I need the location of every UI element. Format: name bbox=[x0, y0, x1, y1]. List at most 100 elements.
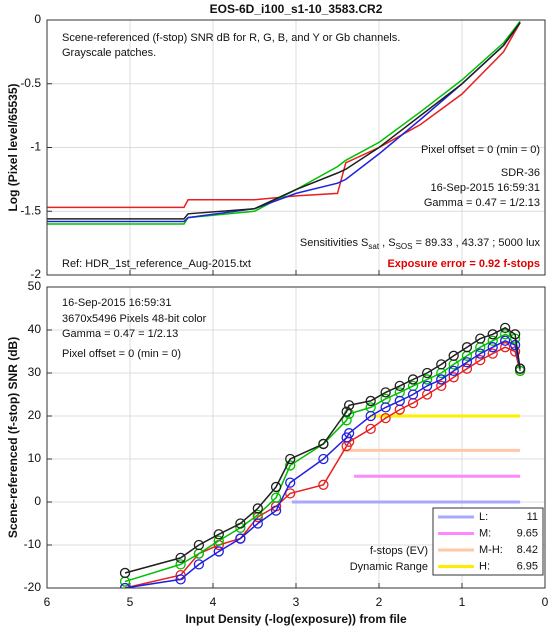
y-tick-label: 50 bbox=[28, 279, 42, 293]
data-point bbox=[448, 372, 459, 383]
legend-value: 11 bbox=[527, 511, 538, 523]
series-line bbox=[124, 346, 521, 588]
data-point bbox=[213, 546, 224, 557]
annotation: Gamma = 0.47 = 1/2.13 bbox=[62, 328, 178, 340]
data-point bbox=[175, 574, 186, 585]
legend-label: H: bbox=[479, 560, 490, 572]
data-point bbox=[509, 329, 521, 340]
data-point bbox=[270, 505, 282, 516]
data-point bbox=[448, 350, 459, 361]
sensitivities: Sensitivities Ssat , SSOS = 89.33 , 43.3… bbox=[300, 237, 541, 251]
data-point bbox=[421, 374, 433, 385]
y-tick-label: -1 bbox=[30, 140, 41, 154]
legend-value: 9.65 bbox=[517, 527, 538, 539]
annotation: Pixel offset = 0 (min = 0) bbox=[62, 348, 181, 360]
data-point bbox=[461, 342, 473, 353]
data-point bbox=[487, 348, 498, 359]
legend-label: L: bbox=[479, 511, 488, 523]
data-point bbox=[213, 529, 224, 540]
series-line bbox=[47, 22, 521, 209]
data-point bbox=[365, 410, 376, 422]
y-tick-label: -0.5 bbox=[20, 76, 41, 90]
data-point bbox=[175, 552, 186, 564]
data-point bbox=[270, 481, 282, 493]
data-point bbox=[380, 402, 391, 413]
y-tick-label: -2 bbox=[30, 267, 41, 281]
data-point bbox=[365, 423, 376, 435]
data-point bbox=[285, 488, 296, 499]
data-point bbox=[407, 374, 419, 385]
data-point bbox=[394, 395, 405, 407]
data-point bbox=[500, 335, 511, 346]
legend-value: 6.95 bbox=[517, 560, 538, 572]
data-point bbox=[252, 503, 263, 514]
sensitivities-part: , S bbox=[379, 237, 396, 249]
data-point bbox=[270, 492, 282, 503]
data-point bbox=[380, 387, 391, 398]
annotation: 16-Sep-2015 16:59:31 bbox=[62, 297, 171, 309]
axes-frame bbox=[46, 19, 546, 276]
x-tick-label: 5 bbox=[127, 595, 134, 609]
data-point bbox=[343, 428, 355, 439]
data-point bbox=[475, 348, 486, 359]
annotation: Gamma = 0.47 = 1/2.13 bbox=[424, 197, 540, 209]
data-point bbox=[448, 365, 459, 377]
annotation: 3670x5496 Pixels 48-bit color bbox=[62, 313, 207, 325]
y-tick-label: 10 bbox=[28, 451, 42, 465]
x-tick-label: 6 bbox=[44, 595, 51, 609]
data-point bbox=[318, 438, 329, 450]
sensitivities-part: = 89.33 , 43.37 ; 5000 lux bbox=[412, 237, 540, 249]
data-point bbox=[407, 389, 419, 400]
data-point bbox=[193, 539, 205, 551]
data-point bbox=[193, 559, 205, 570]
data-point bbox=[421, 380, 433, 392]
y-tick-label: 20 bbox=[28, 408, 42, 422]
data-point bbox=[252, 518, 263, 529]
y-tick-label: -1.5 bbox=[20, 203, 41, 217]
data-point bbox=[175, 559, 186, 570]
x-tick-label: 1 bbox=[459, 595, 466, 609]
y-axis-label: Log (Pixel level/65535) bbox=[6, 83, 20, 211]
data-point bbox=[235, 518, 246, 529]
data-point bbox=[500, 329, 511, 340]
data-point bbox=[380, 412, 391, 424]
data-point bbox=[119, 567, 131, 579]
data-point bbox=[341, 406, 352, 417]
x-tick-label: 2 bbox=[376, 595, 383, 609]
legend-label: M: bbox=[479, 527, 491, 539]
data-point bbox=[500, 322, 511, 334]
data-point bbox=[394, 380, 405, 392]
data-point bbox=[436, 374, 447, 385]
chart-title: EOS-6D_i100_s1-10_3583.CR2 bbox=[210, 2, 383, 16]
data-point bbox=[285, 453, 296, 465]
data-point bbox=[461, 363, 473, 374]
annotation: Ref: HDR_1st_reference_Aug-2015.txt bbox=[62, 258, 251, 270]
y-tick-label: -10 bbox=[24, 537, 42, 551]
annotation: Scene-referenced (f-stop) SNR dB for R, … bbox=[62, 32, 400, 44]
data-point bbox=[500, 342, 511, 353]
data-point bbox=[436, 359, 447, 370]
x-tick-label: 0 bbox=[542, 595, 549, 609]
data-point bbox=[119, 582, 131, 588]
data-point bbox=[509, 339, 521, 351]
legend-label: M-H: bbox=[479, 544, 503, 556]
annotation: 16-Sep-2015 16:59:31 bbox=[431, 182, 540, 194]
y-tick-label: 40 bbox=[28, 322, 42, 336]
annotation: Pixel offset = 0 (min = 0) bbox=[421, 144, 540, 156]
data-point bbox=[421, 367, 433, 379]
y-tick-label: 0 bbox=[34, 12, 41, 26]
sensitivities-part: SOS bbox=[396, 242, 413, 251]
data-point bbox=[285, 460, 296, 471]
y-axis-label: Scene-referenced (f-stop) SNR (dB) bbox=[6, 337, 20, 538]
data-point bbox=[318, 479, 329, 490]
data-point bbox=[285, 477, 296, 488]
axes-frame bbox=[46, 286, 546, 589]
annotation: Dynamic Range bbox=[350, 561, 428, 573]
legend-value: 8.42 bbox=[517, 544, 538, 556]
data-point bbox=[475, 333, 486, 344]
annotation: Exposure error = 0.92 f-stops bbox=[387, 258, 540, 270]
sensitivities-part: sat bbox=[368, 242, 379, 251]
sensitivities-part: Sensitivities S bbox=[300, 237, 368, 249]
x-tick-label: 3 bbox=[293, 595, 300, 609]
